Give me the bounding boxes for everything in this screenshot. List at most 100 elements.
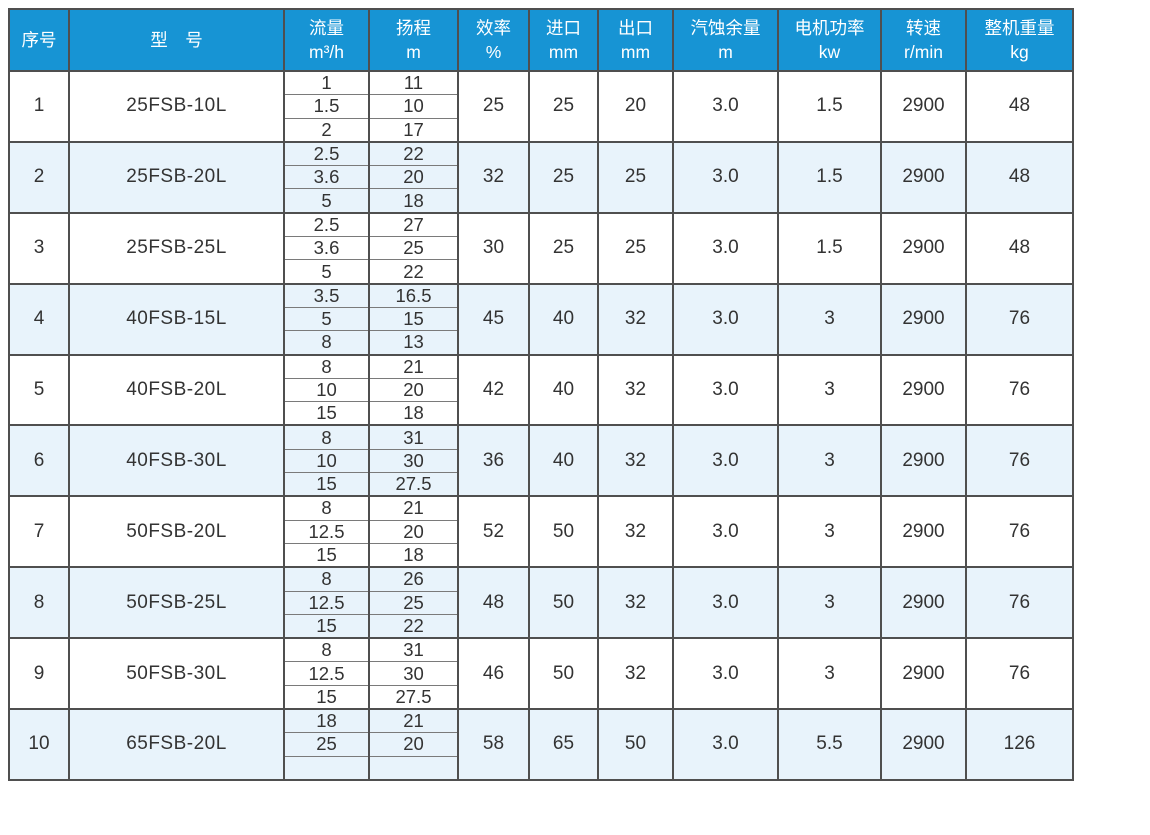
head-cell: 31 <box>368 424 459 450</box>
table-row: 2 17 <box>9 117 1073 143</box>
head-cell: 20 <box>368 377 459 403</box>
flow-cell: 8 <box>283 330 370 356</box>
col-header-9: 转速 r/min <box>880 8 967 72</box>
serial-cell: 6 <box>8 424 70 498</box>
npsh-cell: 3.0 <box>672 637 779 711</box>
col-header-10: 整机重量 kg <box>965 8 1074 72</box>
speed-cell: 2900 <box>880 708 967 781</box>
flow-cell: 3.5 <box>283 282 370 308</box>
head-cell <box>368 755 459 781</box>
col-header-line: 出口 <box>618 17 653 38</box>
head-cell: 16.5 <box>368 282 459 308</box>
flow-cell: 8 <box>283 495 370 521</box>
power-cell: 3 <box>777 282 882 356</box>
flow-cell: 12.5 <box>283 519 370 544</box>
col-header-line: % <box>485 42 502 62</box>
npsh-cell: 3.0 <box>672 495 779 569</box>
inlet-cell: 65 <box>528 708 599 781</box>
model-cell: 25FSB-25L <box>68 211 285 285</box>
inlet-cell: 50 <box>528 637 599 711</box>
serial-cell: 9 <box>8 637 70 711</box>
npsh-cell: 3.0 <box>672 353 779 427</box>
model-cell: 40FSB-15L <box>68 282 285 356</box>
col-header-line: kg <box>1010 42 1029 62</box>
col-header-8: 电机功率 kw <box>777 8 882 72</box>
flow-cell <box>283 755 370 781</box>
col-header-line: mm <box>620 42 651 62</box>
flow-cell: 10 <box>283 377 370 403</box>
head-cell: 21 <box>368 708 459 734</box>
weight-cell: 76 <box>965 353 1074 427</box>
outlet-cell: 32 <box>597 353 674 427</box>
efficiency-cell: 52 <box>457 495 530 569</box>
table-row: 9 50FSB-30L 8 31 46 50 32 3.0 3 2900 76 <box>8 637 1074 711</box>
table-row: 10 20 <box>9 377 1073 403</box>
col-header-4: 效率% <box>457 8 530 72</box>
outlet-cell: 32 <box>597 566 674 640</box>
table-row: 12.5 30 <box>9 661 1073 686</box>
npsh-cell: 3.0 <box>672 211 779 285</box>
npsh-cell: 3.0 <box>672 708 779 781</box>
model-cell: 50FSB-30L <box>68 637 285 711</box>
speed-cell: 2900 <box>880 282 967 356</box>
table-row: 8 13 <box>9 330 1073 356</box>
flow-cell: 5 <box>283 188 370 214</box>
col-header-7: 汽蚀余量 m <box>672 8 779 72</box>
head-cell: 18 <box>368 401 459 427</box>
flow-cell: 15 <box>283 472 370 498</box>
col-header-line: 汽蚀余量 <box>690 17 761 38</box>
col-header-line: 整机重量 <box>984 17 1055 38</box>
col-header-6: 出口 mm <box>597 8 674 72</box>
outlet-cell: 32 <box>597 424 674 498</box>
power-cell: 3 <box>777 424 882 498</box>
head-cell: 20 <box>368 732 459 757</box>
power-cell: 1.5 <box>777 140 882 214</box>
inlet-cell: 40 <box>528 353 599 427</box>
table-row: 10 30 <box>9 448 1073 474</box>
head-cell: 11 <box>368 70 459 96</box>
table-row: 4 40FSB-15L 3.5 16.5 45 40 32 3.0 3 2900 76 <box>8 282 1074 356</box>
flow-cell: 12.5 <box>283 590 370 615</box>
col-header-line: 型 号 <box>150 29 203 50</box>
efficiency-cell: 30 <box>457 211 530 285</box>
table-row: 15 27.5 <box>9 472 1073 498</box>
model-cell: 50FSB-20L <box>68 495 285 569</box>
flow-cell: 8 <box>283 353 370 379</box>
outlet-cell: 25 <box>597 140 674 214</box>
model-cell: 25FSB-20L <box>68 140 285 214</box>
weight-cell: 76 <box>965 495 1074 569</box>
speed-cell: 2900 <box>880 211 967 285</box>
head-cell: 22 <box>368 613 459 640</box>
table-row: 5 40FSB-20L 8 21 42 40 32 3.0 3 2900 76 <box>8 353 1074 427</box>
col-header-line: 电机功率 <box>794 17 865 38</box>
outlet-cell: 20 <box>597 70 674 143</box>
head-cell: 26 <box>368 566 459 592</box>
serial-cell: 8 <box>8 566 70 640</box>
col-header-line: r/min <box>904 42 943 62</box>
npsh-cell: 3.0 <box>672 566 779 640</box>
head-cell: 17 <box>368 117 459 143</box>
flow-cell: 2.5 <box>283 140 370 167</box>
npsh-cell: 3.0 <box>672 282 779 356</box>
power-cell: 3 <box>777 353 882 427</box>
table-row: 3.6 20 <box>9 165 1073 190</box>
table-row <box>9 755 1073 781</box>
table-row: 3.6 25 <box>9 236 1073 261</box>
table-row: 3 25FSB-25L 2.5 27 30 25 25 3.0 1.5 2900 48 <box>8 211 1074 285</box>
serial-cell: 2 <box>8 140 70 214</box>
table-row: 25 20 <box>9 732 1073 757</box>
weight-cell: 126 <box>965 708 1074 781</box>
col-header-line: m <box>718 42 733 62</box>
serial-cell: 4 <box>8 282 70 356</box>
serial-cell: 1 <box>8 70 70 143</box>
inlet-cell: 40 <box>528 282 599 356</box>
inlet-cell: 25 <box>528 211 599 285</box>
table-row: 15 18 <box>9 401 1073 427</box>
npsh-cell: 3.0 <box>672 424 779 498</box>
flow-cell: 8 <box>283 424 370 450</box>
efficiency-cell: 42 <box>457 353 530 427</box>
outlet-cell: 32 <box>597 637 674 711</box>
model-cell: 25FSB-10L <box>68 70 285 143</box>
col-header-3: 扬程 m <box>368 8 459 72</box>
col-header-line: 效率 <box>476 17 511 38</box>
